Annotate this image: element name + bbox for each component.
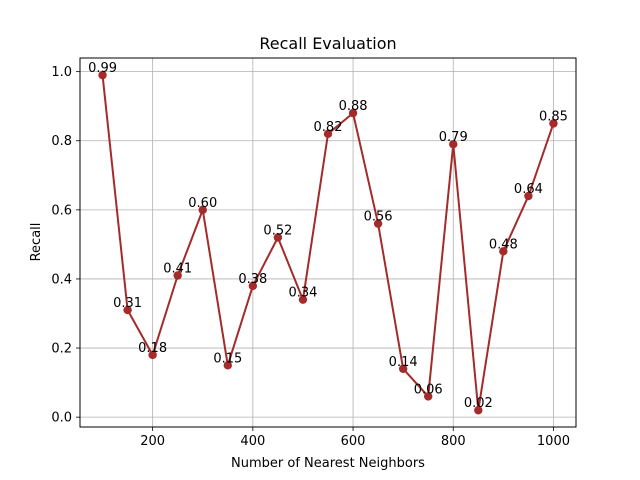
data-point-label: 0.38 [238, 272, 267, 287]
data-point [298, 295, 308, 304]
y-tick-label: 0.4 [51, 272, 72, 287]
data-point-label: 0.52 [263, 223, 292, 238]
data-point [273, 233, 283, 242]
data-point-label: 0.14 [389, 355, 418, 370]
data-point-label: 0.06 [414, 382, 443, 397]
data-point [148, 350, 157, 360]
tick-layer: 200 400 600 800 1000 0.0 0.2 0.4 0.6 0.8 1.0 [51, 65, 570, 449]
data-point-label: 0.99 [88, 61, 117, 76]
data-point [198, 205, 207, 215]
data-point [449, 140, 458, 149]
data-point-label: 0.60 [188, 196, 217, 211]
data-point-label: 0.31 [113, 296, 142, 311]
data-point-label: 0.85 [539, 109, 568, 124]
data-point [123, 305, 132, 315]
y-tick-label: 0.0 [51, 411, 72, 426]
data-point-label: 0.56 [364, 210, 393, 225]
data-point [424, 392, 433, 401]
chart-title: Recall Evaluation [259, 34, 396, 53]
data-point [323, 129, 333, 139]
data-point [549, 119, 558, 128]
x-tick-label: 800 [441, 434, 466, 449]
y-tick-label: 0.6 [51, 203, 72, 218]
y-tick-label: 0.2 [51, 342, 72, 357]
data-point [524, 191, 533, 201]
x-axis-label: Number of Nearest Neighbors [231, 456, 425, 471]
data-label-layer: 0.99 0.31 0.18 0.41 0.60 0.15 0.38 0.52 0.34 0.82… [88, 61, 568, 411]
x-tick-label: 200 [140, 434, 165, 449]
data-point [173, 271, 182, 280]
data-point [499, 247, 508, 256]
y-axis-label: Recall [29, 223, 44, 262]
data-point-label: 0.48 [489, 237, 518, 252]
data-point [474, 406, 483, 415]
grid-layer [80, 58, 576, 427]
data-point-label: 0.18 [138, 341, 167, 356]
data-point-label: 0.79 [439, 130, 468, 145]
y-tick-label: 1.0 [51, 65, 72, 80]
data-point-label: 0.82 [314, 120, 343, 135]
y-tick-label: 0.8 [51, 134, 72, 149]
data-point-label: 0.64 [514, 182, 543, 197]
data-point-label: 0.41 [163, 261, 192, 276]
x-tick-label: 600 [341, 434, 366, 449]
x-tick-label: 400 [240, 434, 265, 449]
data-point [348, 108, 358, 118]
series-layer [98, 70, 558, 415]
data-point [398, 364, 408, 373]
data-point-label: 0.34 [288, 286, 317, 301]
data-point [248, 281, 258, 291]
data-point [98, 70, 107, 80]
plot-frame [79, 57, 577, 428]
data-point-label: 0.15 [213, 351, 242, 366]
data-point-label: 0.88 [339, 99, 368, 114]
data-point [223, 361, 232, 370]
x-tick-label: 1000 [537, 434, 570, 449]
data-point [373, 219, 383, 228]
data-point-label: 0.02 [464, 396, 493, 411]
